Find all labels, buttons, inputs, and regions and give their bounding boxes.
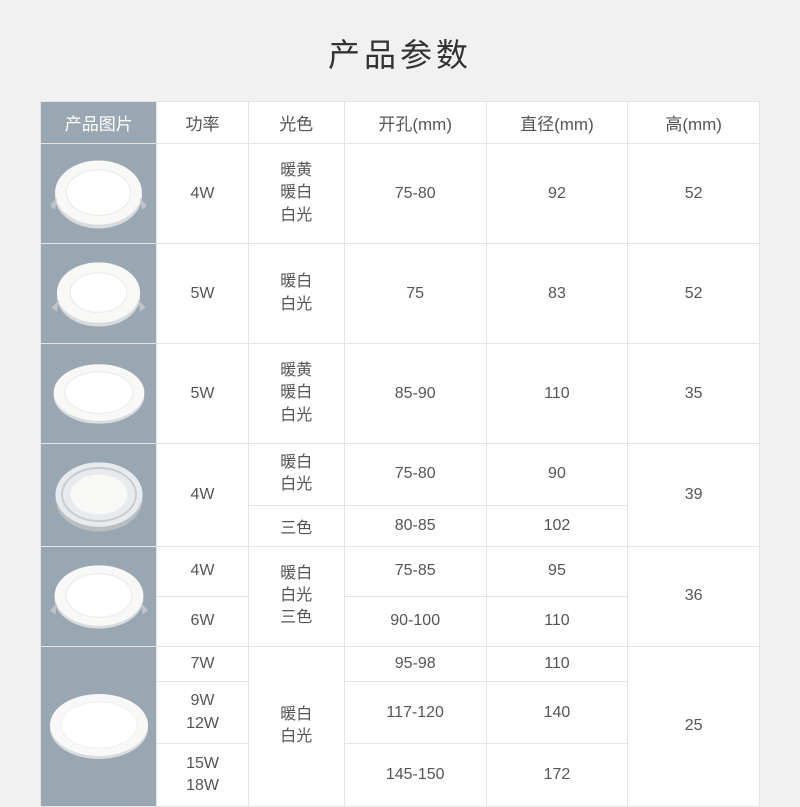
- cell-hole: 95-98: [344, 646, 486, 681]
- cell-power: 4W: [157, 546, 248, 596]
- table-row: 4W 暖黄暖白白光 75-80 92 52: [41, 144, 760, 244]
- table-row: 7W 暖白白光 95-98 110 25: [41, 646, 760, 681]
- spec-table: 产品图片 功率 光色 开孔(mm) 直径(mm) 高(mm) 4W 暖黄暖白白光…: [40, 101, 760, 807]
- cell-diameter: 110: [486, 596, 628, 646]
- cell-power: 15W18W: [157, 744, 248, 806]
- cell-diameter: 102: [486, 505, 628, 546]
- table-header-row: 产品图片 功率 光色 开孔(mm) 直径(mm) 高(mm): [41, 102, 760, 144]
- downlight-icon: [51, 151, 146, 236]
- cell-diameter: 110: [486, 646, 628, 681]
- cell-diameter: 83: [486, 244, 628, 344]
- table-row: 5W 暖白白光 75 83 52: [41, 244, 760, 344]
- product-image: [41, 546, 157, 646]
- page-title: 产品参数: [40, 30, 760, 76]
- col-power: 功率: [157, 102, 248, 144]
- cell-diameter: 140: [486, 682, 628, 744]
- cell-hole: 80-85: [344, 505, 486, 546]
- cell-color: 暖白白光三色: [248, 546, 344, 646]
- col-height: 高(mm): [628, 102, 760, 144]
- col-hole: 开孔(mm): [344, 102, 486, 144]
- cell-power: 9W12W: [157, 682, 248, 744]
- cell-hole: 75: [344, 244, 486, 344]
- cell-hole: 90-100: [344, 596, 486, 646]
- cell-power: 4W: [157, 144, 248, 244]
- cell-height: 39: [628, 444, 760, 547]
- col-color: 光色: [248, 102, 344, 144]
- downlight-icon: [49, 681, 149, 771]
- cell-power: 7W: [157, 646, 248, 681]
- cell-hole: 75-80: [344, 444, 486, 506]
- product-image: [41, 344, 157, 444]
- cell-power: 5W: [157, 244, 248, 344]
- cell-diameter: 90: [486, 444, 628, 506]
- product-image: [41, 244, 157, 344]
- cell-color: 暖白白光: [248, 244, 344, 344]
- cell-color: 暖黄暖白白光: [248, 344, 344, 444]
- cell-height: 25: [628, 646, 760, 806]
- table-row: 4W 暖白白光三色 75-85 95 36: [41, 546, 760, 596]
- cell-hole: 75-80: [344, 144, 486, 244]
- downlight-icon: [50, 554, 148, 639]
- product-image: [41, 144, 157, 244]
- cell-color: 三色: [248, 505, 344, 546]
- cell-hole: 117-120: [344, 682, 486, 744]
- cell-hole: 75-85: [344, 546, 486, 596]
- table-row: 5W 暖黄暖白白光 85-90 110 35: [41, 344, 760, 444]
- cell-power: 4W: [157, 444, 248, 547]
- cell-height: 35: [628, 344, 760, 444]
- cell-hole: 145-150: [344, 744, 486, 806]
- cell-color: 暖黄暖白白光: [248, 144, 344, 244]
- table-row: 4W 暖白白光 75-80 90 39: [41, 444, 760, 506]
- cell-height: 52: [628, 144, 760, 244]
- col-diameter: 直径(mm): [486, 102, 628, 144]
- cell-power: 5W: [157, 344, 248, 444]
- downlight-icon: [50, 450, 148, 540]
- downlight-icon: [50, 351, 148, 436]
- cell-diameter: 172: [486, 744, 628, 806]
- cell-diameter: 110: [486, 344, 628, 444]
- downlight-icon: [51, 251, 146, 336]
- product-image: [41, 444, 157, 547]
- cell-hole: 85-90: [344, 344, 486, 444]
- col-image: 产品图片: [41, 102, 157, 144]
- cell-diameter: 95: [486, 546, 628, 596]
- product-image: [41, 646, 157, 806]
- cell-height: 36: [628, 546, 760, 646]
- cell-power: 6W: [157, 596, 248, 646]
- cell-color: 暖白白光: [248, 646, 344, 806]
- cell-color: 暖白白光: [248, 444, 344, 506]
- cell-height: 52: [628, 244, 760, 344]
- cell-diameter: 92: [486, 144, 628, 244]
